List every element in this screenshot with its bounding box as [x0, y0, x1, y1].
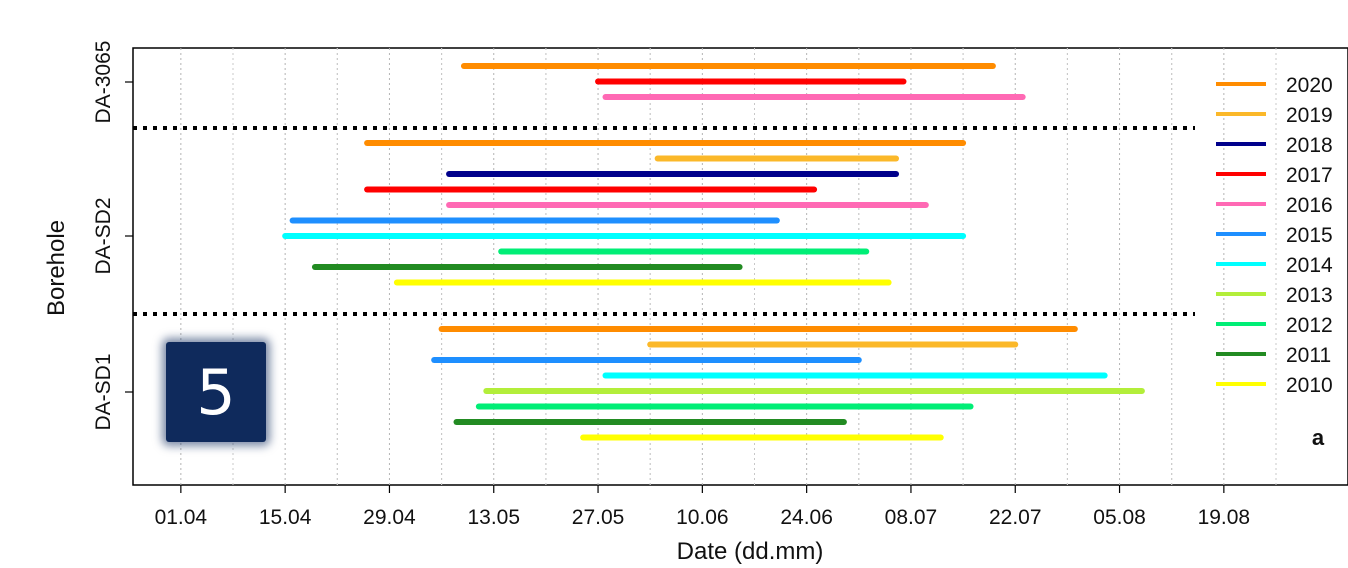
legend-label: 2011 — [1286, 344, 1331, 367]
legend-label: 2012 — [1286, 314, 1333, 337]
x-tick-label: 29.04 — [363, 506, 416, 529]
x-tick-label: 15.04 — [259, 506, 312, 529]
plot-frame — [132, 47, 1348, 486]
y-axis-ticks: DA-3065 DA-SD2 DA-SD1 — [92, 41, 133, 431]
legend-label: 2017 — [1286, 164, 1333, 187]
legend-label: 2019 — [1286, 104, 1333, 127]
y-tick-label: DA-SD1 — [92, 353, 115, 430]
legend-label: 2016 — [1286, 194, 1333, 217]
x-axis-ticks: 01.04 15.04 29.04 13.05 27.05 10.06 24.06 08.07… — [155, 485, 1251, 529]
bars — [282, 63, 1145, 441]
group-separators — [133, 126, 1195, 316]
y-tick-label: DA-3065 — [92, 41, 115, 124]
x-tick-label: 27.05 — [572, 506, 625, 529]
number-badge: 5 — [166, 342, 266, 442]
x-tick-label: 10.06 — [676, 506, 729, 529]
x-tick-label: 01.04 — [155, 506, 208, 529]
y-tick-label: DA-SD2 — [92, 197, 115, 274]
legend-label: 2013 — [1286, 284, 1333, 307]
legend-label: 2010 — [1286, 374, 1333, 397]
legend: 2020 2019 2018 2017 2016 2015 2014 2013 2012 2011… — [1216, 74, 1333, 397]
x-tick-label: 05.08 — [1093, 506, 1146, 529]
legend-label: 2018 — [1286, 134, 1333, 157]
panel-label: a — [1312, 425, 1325, 450]
legend-label: 2014 — [1286, 254, 1333, 277]
x-tick-label: 22.07 — [989, 506, 1042, 529]
x-tick-label: 19.08 — [1198, 506, 1251, 529]
y-axis-title: Borehole — [43, 220, 70, 316]
legend-label: 2020 — [1286, 74, 1333, 97]
x-tick-label: 13.05 — [467, 506, 520, 529]
x-tick-label: 24.06 — [780, 506, 833, 529]
x-axis-title: Date (dd.mm) — [677, 538, 824, 565]
x-tick-label: 08.07 — [885, 506, 938, 529]
legend-label: 2015 — [1286, 224, 1333, 247]
